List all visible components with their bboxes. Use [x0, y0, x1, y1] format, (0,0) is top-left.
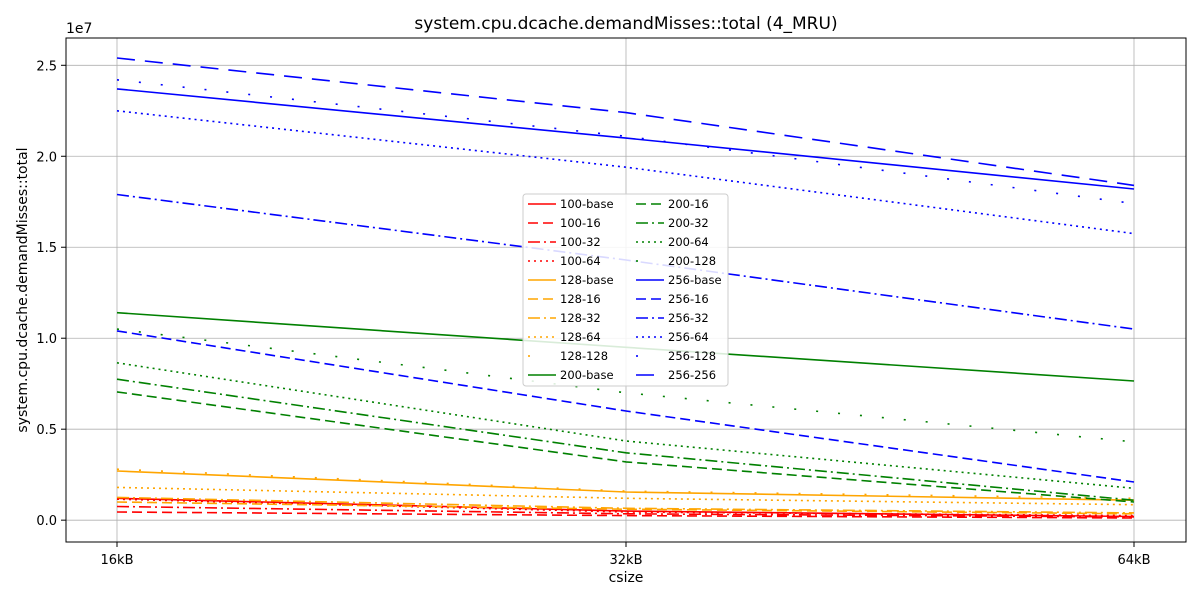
y-tick-label: 2.0: [36, 150, 57, 165]
legend-label: 100-16: [560, 216, 601, 230]
legend-label: 100-base: [560, 197, 614, 211]
legend-label: 100-32: [560, 235, 601, 249]
series-line-100-64: [116, 498, 1135, 517]
y-tick-label: 0.5: [36, 423, 57, 438]
x-axis-label: csize: [609, 570, 644, 586]
series-line-100-16: [116, 511, 1135, 519]
legend-label: 256-32: [668, 311, 709, 325]
chart-title: system.cpu.dcache.demandMisses::total (4…: [414, 14, 837, 34]
legend-label: 128-128: [560, 349, 608, 363]
axis-ticks: 0.0 0.5 1.0 1.5 2.0 2.5 16kB 32kB 64kB: [36, 59, 1150, 568]
series-line-200-16: [116, 391, 1135, 503]
legend-label: 256-64: [668, 330, 709, 344]
legend-box: [522, 193, 729, 387]
series-line-128-base: [116, 470, 1135, 501]
x-tick-label: 32kB: [610, 553, 643, 568]
legend-label: 200-base: [560, 368, 614, 382]
legend-label: 128-16: [560, 292, 601, 306]
legend-label: 256-16: [668, 292, 709, 306]
series-line-128-16: [116, 501, 1135, 515]
series-line-256-256: [116, 57, 1135, 187]
x-tick-label: 64kB: [1118, 553, 1151, 568]
y-axis-label: system.cpu.dcache.demandMisses::total: [15, 147, 31, 432]
legend-label: 256-base: [668, 273, 722, 287]
series-line-256-16: [116, 330, 1135, 483]
series-line-200-32: [116, 378, 1135, 501]
legend-label: 128-base: [560, 273, 614, 287]
legend: 100-base 100-16 100-32 100-64 128-base 128-16…: [522, 193, 729, 387]
legend-label: 128-32: [560, 311, 601, 325]
legend-label: 200-32: [668, 216, 709, 230]
legend-label: 200-16: [668, 197, 709, 211]
legend-label: 128-64: [560, 330, 601, 344]
series-line-128-64: [116, 486, 1135, 506]
y-tick-label: 1.5: [36, 241, 57, 256]
legend-label: 256-256: [668, 368, 716, 382]
series-line-256-64: [116, 110, 1135, 235]
y-tick-label: 1.0: [36, 332, 57, 347]
y-tick-label: 0.0: [36, 514, 57, 529]
y-tick-label: 2.5: [36, 59, 57, 74]
series-line-100-32: [116, 505, 1135, 518]
legend-label: 200-64: [668, 235, 709, 249]
legend-label: 200-128: [668, 254, 716, 268]
legend-label: 100-64: [560, 254, 601, 268]
legend-label: 256-128: [668, 349, 716, 363]
series-line-256-base: [116, 88, 1135, 190]
series-line-128-32: [116, 496, 1135, 514]
x-tick-label: 16kB: [101, 553, 134, 568]
y-axis-scale-label: 1e7: [66, 21, 92, 37]
